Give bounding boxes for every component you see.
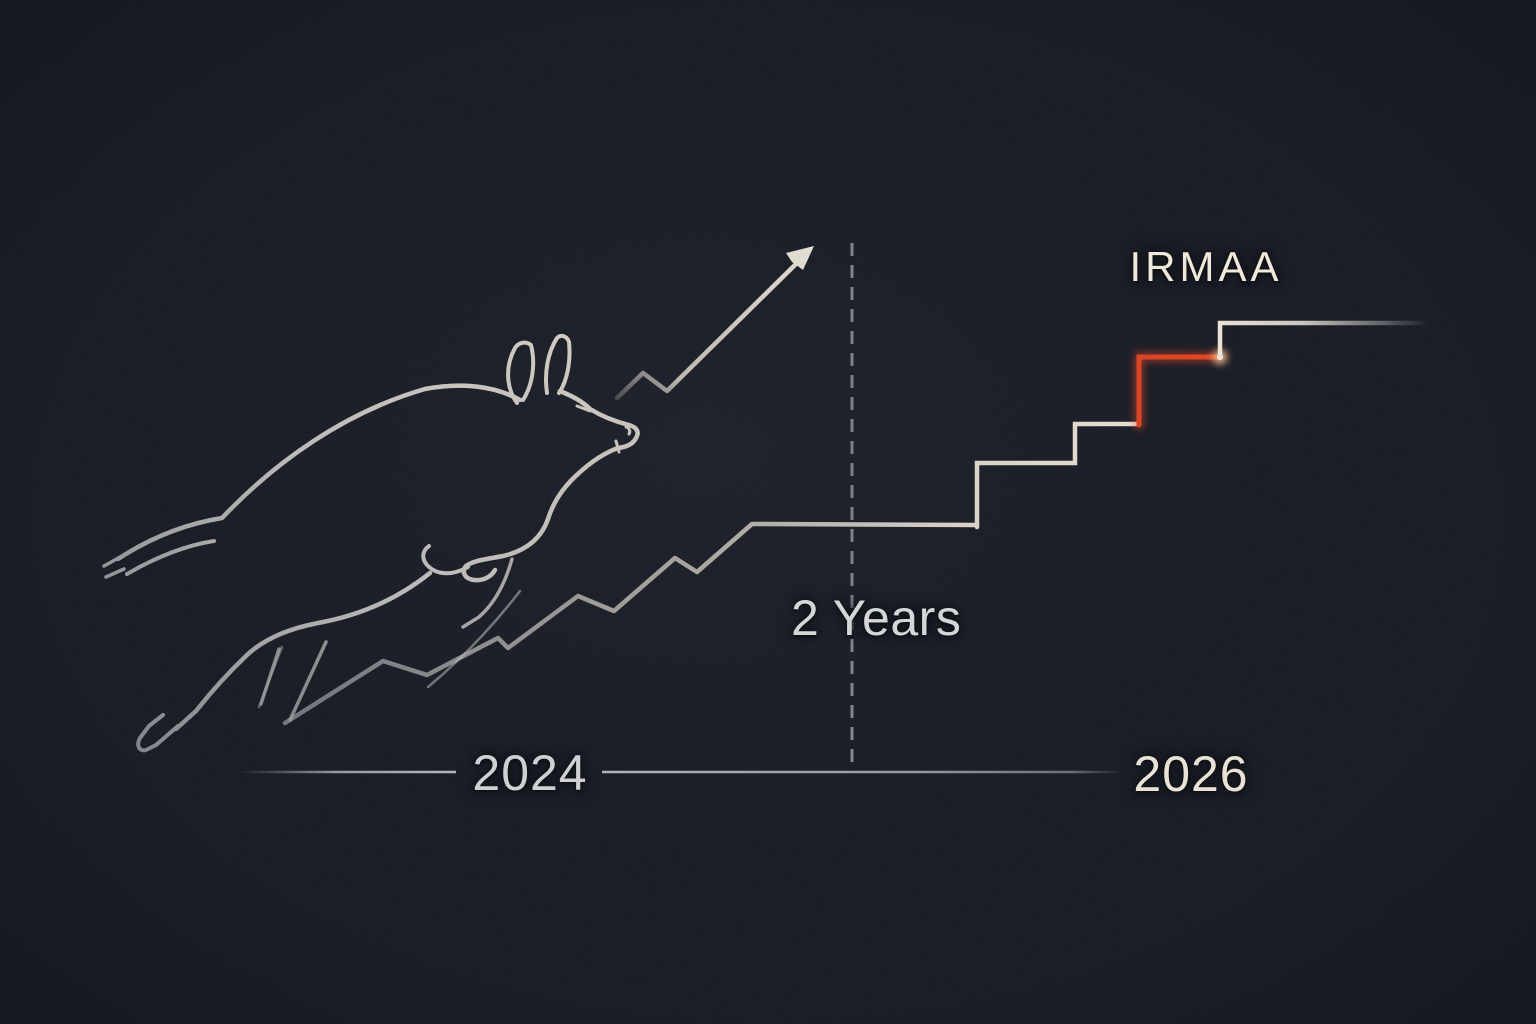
two-years-label: 2 Years <box>791 590 962 646</box>
year-2024-label: 2024 <box>472 745 588 801</box>
irmaa-label: IRMAA <box>1129 243 1283 290</box>
year-2026-label: 2026 <box>1133 746 1249 802</box>
